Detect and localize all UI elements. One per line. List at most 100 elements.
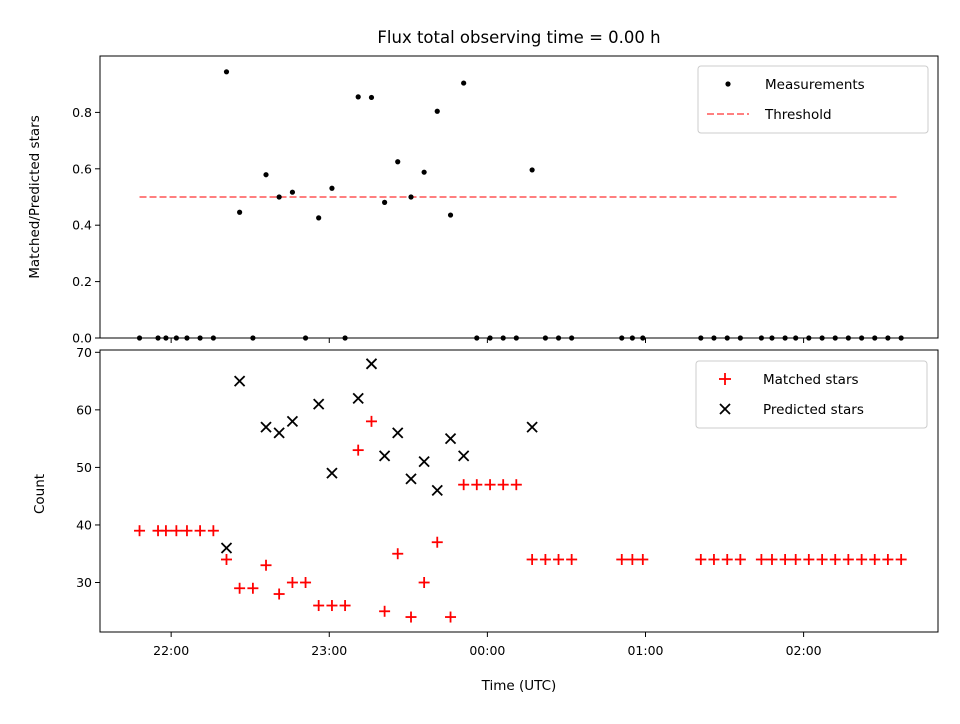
bottom-y-tick-label: 30 [76, 575, 92, 590]
matched-star-point [882, 553, 894, 565]
matched-star-point [458, 479, 470, 491]
matched-star-point [721, 553, 733, 565]
predicted-star-point [392, 427, 404, 439]
bottom-panel: Count Time (UTC) 30 40 50 60 70 22:00 23:00 00:… [32, 345, 939, 694]
top-y-tick-label: 0.6 [72, 161, 92, 176]
matched-star-point [134, 525, 146, 537]
matched-star-point [286, 577, 298, 589]
top-y-tick-label: 0.2 [72, 274, 92, 289]
matched-star-point [339, 600, 351, 612]
bottom-y-tick-label: 50 [76, 460, 92, 475]
predicted-star-point [365, 358, 378, 370]
bottom-y-tick-label: 70 [76, 345, 92, 360]
top-plot-area: 0.0 0.2 0.4 0.6 0.8 [72, 69, 904, 346]
measurement-point [529, 167, 535, 173]
matched-star-point [247, 582, 259, 594]
bottom-axes-frame [99, 349, 939, 633]
predicted-star-point [405, 473, 417, 485]
matched-star-point [790, 553, 802, 565]
legend-matched-marker [719, 373, 731, 385]
measurement-point [223, 69, 230, 75]
matched-star-point [829, 553, 841, 565]
matched-star-point [842, 553, 854, 565]
matched-star-point [497, 479, 509, 491]
matched-star-point [181, 525, 193, 537]
legend-measurements-marker [725, 81, 731, 87]
measurement-point [237, 209, 243, 215]
top-y-tick-label: 0.4 [72, 218, 92, 233]
bottom-legend-box [695, 360, 928, 429]
predicted-star-point [273, 427, 285, 439]
matched-star-point [856, 553, 868, 565]
legend-measurements-label: Measurements [765, 77, 865, 93]
bottom-y-tick-label: 40 [76, 517, 92, 532]
legend-threshold-label: Threshold [764, 107, 832, 123]
matched-star-point [326, 600, 338, 612]
measurement-point [316, 215, 322, 221]
matched-star-point [616, 553, 628, 565]
matched-star-point [755, 553, 767, 565]
legend-predicted-label: Predicted stars [763, 402, 864, 418]
predicted-star-point [526, 421, 538, 433]
measurement-point [329, 185, 335, 191]
legend-matched-label: Matched stars [763, 372, 859, 388]
measurement-point [421, 169, 427, 175]
matched-star-point [392, 548, 404, 560]
matched-star-point [300, 577, 312, 589]
matched-star-point [566, 553, 578, 565]
matched-star-point [352, 444, 364, 456]
bottom-legend: Matched stars Predicted stars [695, 360, 928, 429]
x-tick-label: 01:00 [627, 643, 663, 658]
chart-title: Flux total observing time = 0.00 h [377, 28, 660, 47]
matched-star-point [207, 525, 219, 537]
matched-star-point [379, 605, 391, 617]
matched-star-point [234, 582, 246, 594]
measurement-point [434, 108, 440, 114]
legend-predicted-marker [719, 403, 731, 415]
x-tick-label: 23:00 [311, 643, 347, 658]
predicted-star-point [260, 421, 272, 433]
matched-star-point [695, 553, 707, 565]
measurement-point [461, 80, 467, 86]
measurement-point [368, 94, 375, 101]
top-y-tick-label: 0.8 [72, 105, 92, 120]
matched-star-point [405, 611, 417, 623]
matched-star-point [734, 553, 746, 565]
top-legend: Measurements Threshold [697, 65, 929, 134]
top-y-tick-label: 0.0 [72, 331, 92, 346]
matched-star-point [418, 577, 430, 589]
x-tick-label: 02:00 [786, 643, 822, 658]
predicted-star-point [431, 484, 443, 497]
matched-star-point [637, 553, 649, 565]
bottom-plot-area: 30 40 50 60 70 22:00 23:00 00:00 01:00 02:00 [76, 345, 907, 658]
predicted-star-point [286, 415, 299, 427]
matched-star-point [708, 553, 720, 565]
x-tick-label: 00:00 [469, 643, 505, 658]
matched-star-point [445, 611, 457, 623]
x-axis-label: Time (UTC) [481, 678, 557, 694]
measurement-point [382, 199, 388, 205]
measurement-point [355, 94, 361, 100]
predicted-star-point [444, 432, 457, 445]
predicted-star-point [313, 398, 325, 410]
matched-star-point [273, 588, 285, 600]
matched-star-point [220, 553, 232, 565]
matched-star-point [626, 553, 638, 565]
matched-star-point [194, 525, 206, 537]
matched-star-point [313, 600, 325, 612]
predicted-star-point [378, 450, 391, 462]
predicted-star-point [326, 467, 338, 479]
matched-star-point [553, 553, 565, 565]
measurement-point [263, 172, 269, 178]
matched-star-point [260, 559, 272, 571]
matched-star-point [766, 553, 778, 565]
matched-star-point [170, 525, 182, 537]
matched-star-point [816, 553, 828, 565]
matched-star-point [471, 479, 483, 491]
matched-star-point [431, 536, 443, 548]
bottom-y-tick-label: 60 [76, 402, 92, 417]
predicted-star-point [233, 375, 246, 387]
matched-star-point [365, 415, 377, 427]
top-axes-frame [99, 55, 939, 339]
